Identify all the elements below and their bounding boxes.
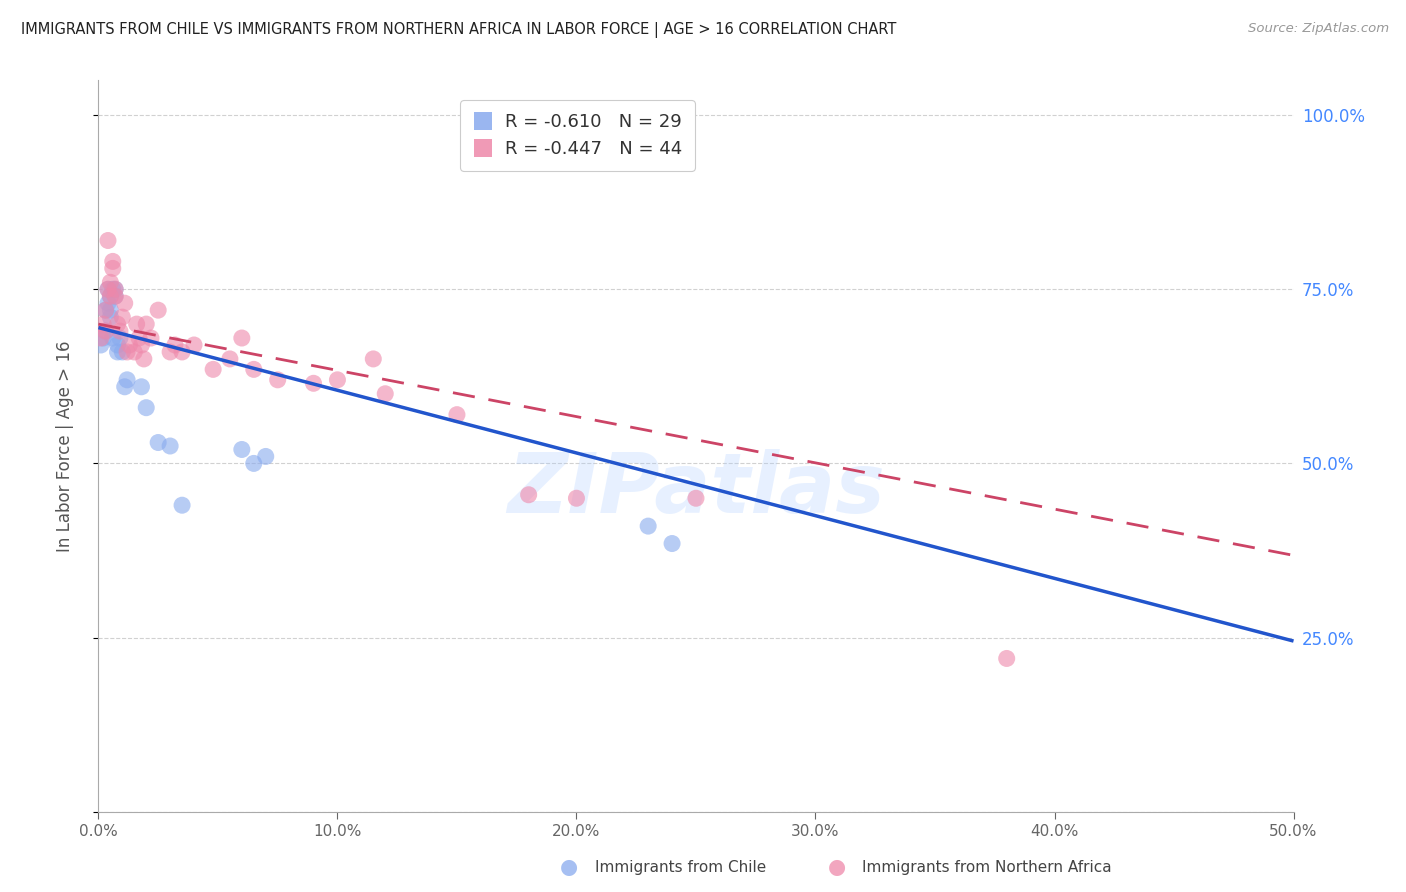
Point [104, 282, 127, 296]
Point [219, 351, 242, 366]
Text: ●: ● [561, 857, 578, 877]
Point [326, 373, 349, 387]
Text: Immigrants from Chile: Immigrants from Chile [595, 861, 766, 875]
Point [363, 351, 385, 366]
Point [101, 261, 124, 276]
Point [104, 289, 127, 303]
Point [111, 345, 134, 359]
Point [101, 282, 124, 296]
Text: Immigrants from Northern Africa: Immigrants from Northern Africa [862, 861, 1112, 875]
Point [104, 282, 127, 296]
Point [183, 338, 205, 352]
Point [91, 331, 114, 345]
Point [374, 386, 396, 401]
Point [101, 331, 124, 345]
Point [131, 338, 153, 352]
Y-axis label: In Labor Force | Age > 16: In Labor Force | Age > 16 [56, 340, 75, 552]
Point [637, 519, 659, 533]
Point [995, 651, 1018, 665]
Point [148, 435, 170, 450]
Point [243, 457, 266, 471]
Point [243, 362, 266, 376]
Text: Source: ZipAtlas.com: Source: ZipAtlas.com [1249, 22, 1389, 36]
Point [107, 338, 129, 352]
Text: IMMIGRANTS FROM CHILE VS IMMIGRANTS FROM NORTHERN AFRICA IN LABOR FORCE | AGE > : IMMIGRANTS FROM CHILE VS IMMIGRANTS FROM… [21, 22, 897, 38]
Point [114, 380, 136, 394]
Point [107, 317, 129, 331]
Point [131, 380, 153, 394]
Point [94, 303, 117, 318]
Point [231, 442, 253, 457]
Point [90, 338, 112, 352]
Point [97, 282, 120, 296]
Point [94, 324, 117, 338]
Point [108, 324, 131, 338]
Point [163, 338, 186, 352]
Point [107, 345, 129, 359]
Point [159, 345, 181, 359]
Point [98, 289, 122, 303]
Text: ZIPatlas: ZIPatlas [508, 450, 884, 531]
Point [91, 317, 114, 331]
Legend: R = -0.610   N = 29, R = -0.447   N = 44: R = -0.610 N = 29, R = -0.447 N = 44 [460, 100, 695, 170]
Point [98, 275, 122, 289]
Point [114, 296, 136, 310]
Point [98, 303, 122, 318]
Point [97, 282, 120, 296]
Point [125, 317, 148, 331]
Point [111, 310, 134, 325]
Point [128, 331, 150, 345]
Point [148, 303, 170, 318]
Point [115, 373, 138, 387]
Point [231, 331, 253, 345]
Point [446, 408, 468, 422]
Point [517, 488, 540, 502]
Point [94, 303, 117, 318]
Point [202, 362, 225, 376]
Point [159, 439, 181, 453]
Point [661, 536, 683, 550]
Point [118, 338, 141, 352]
Point [124, 345, 146, 359]
Point [565, 491, 588, 506]
Point [135, 317, 157, 331]
Point [115, 345, 138, 359]
Point [108, 331, 131, 345]
Point [101, 254, 124, 268]
Text: ●: ● [828, 857, 845, 877]
Point [254, 450, 277, 464]
Point [172, 498, 194, 512]
Point [132, 351, 155, 366]
Point [139, 331, 162, 345]
Point [98, 310, 122, 325]
Point [135, 401, 157, 415]
Point [172, 345, 194, 359]
Point [98, 289, 122, 303]
Point [104, 289, 127, 303]
Point [267, 373, 290, 387]
Point [302, 376, 325, 391]
Point [97, 296, 120, 310]
Point [685, 491, 707, 506]
Point [90, 331, 112, 345]
Point [94, 324, 117, 338]
Point [97, 234, 120, 248]
